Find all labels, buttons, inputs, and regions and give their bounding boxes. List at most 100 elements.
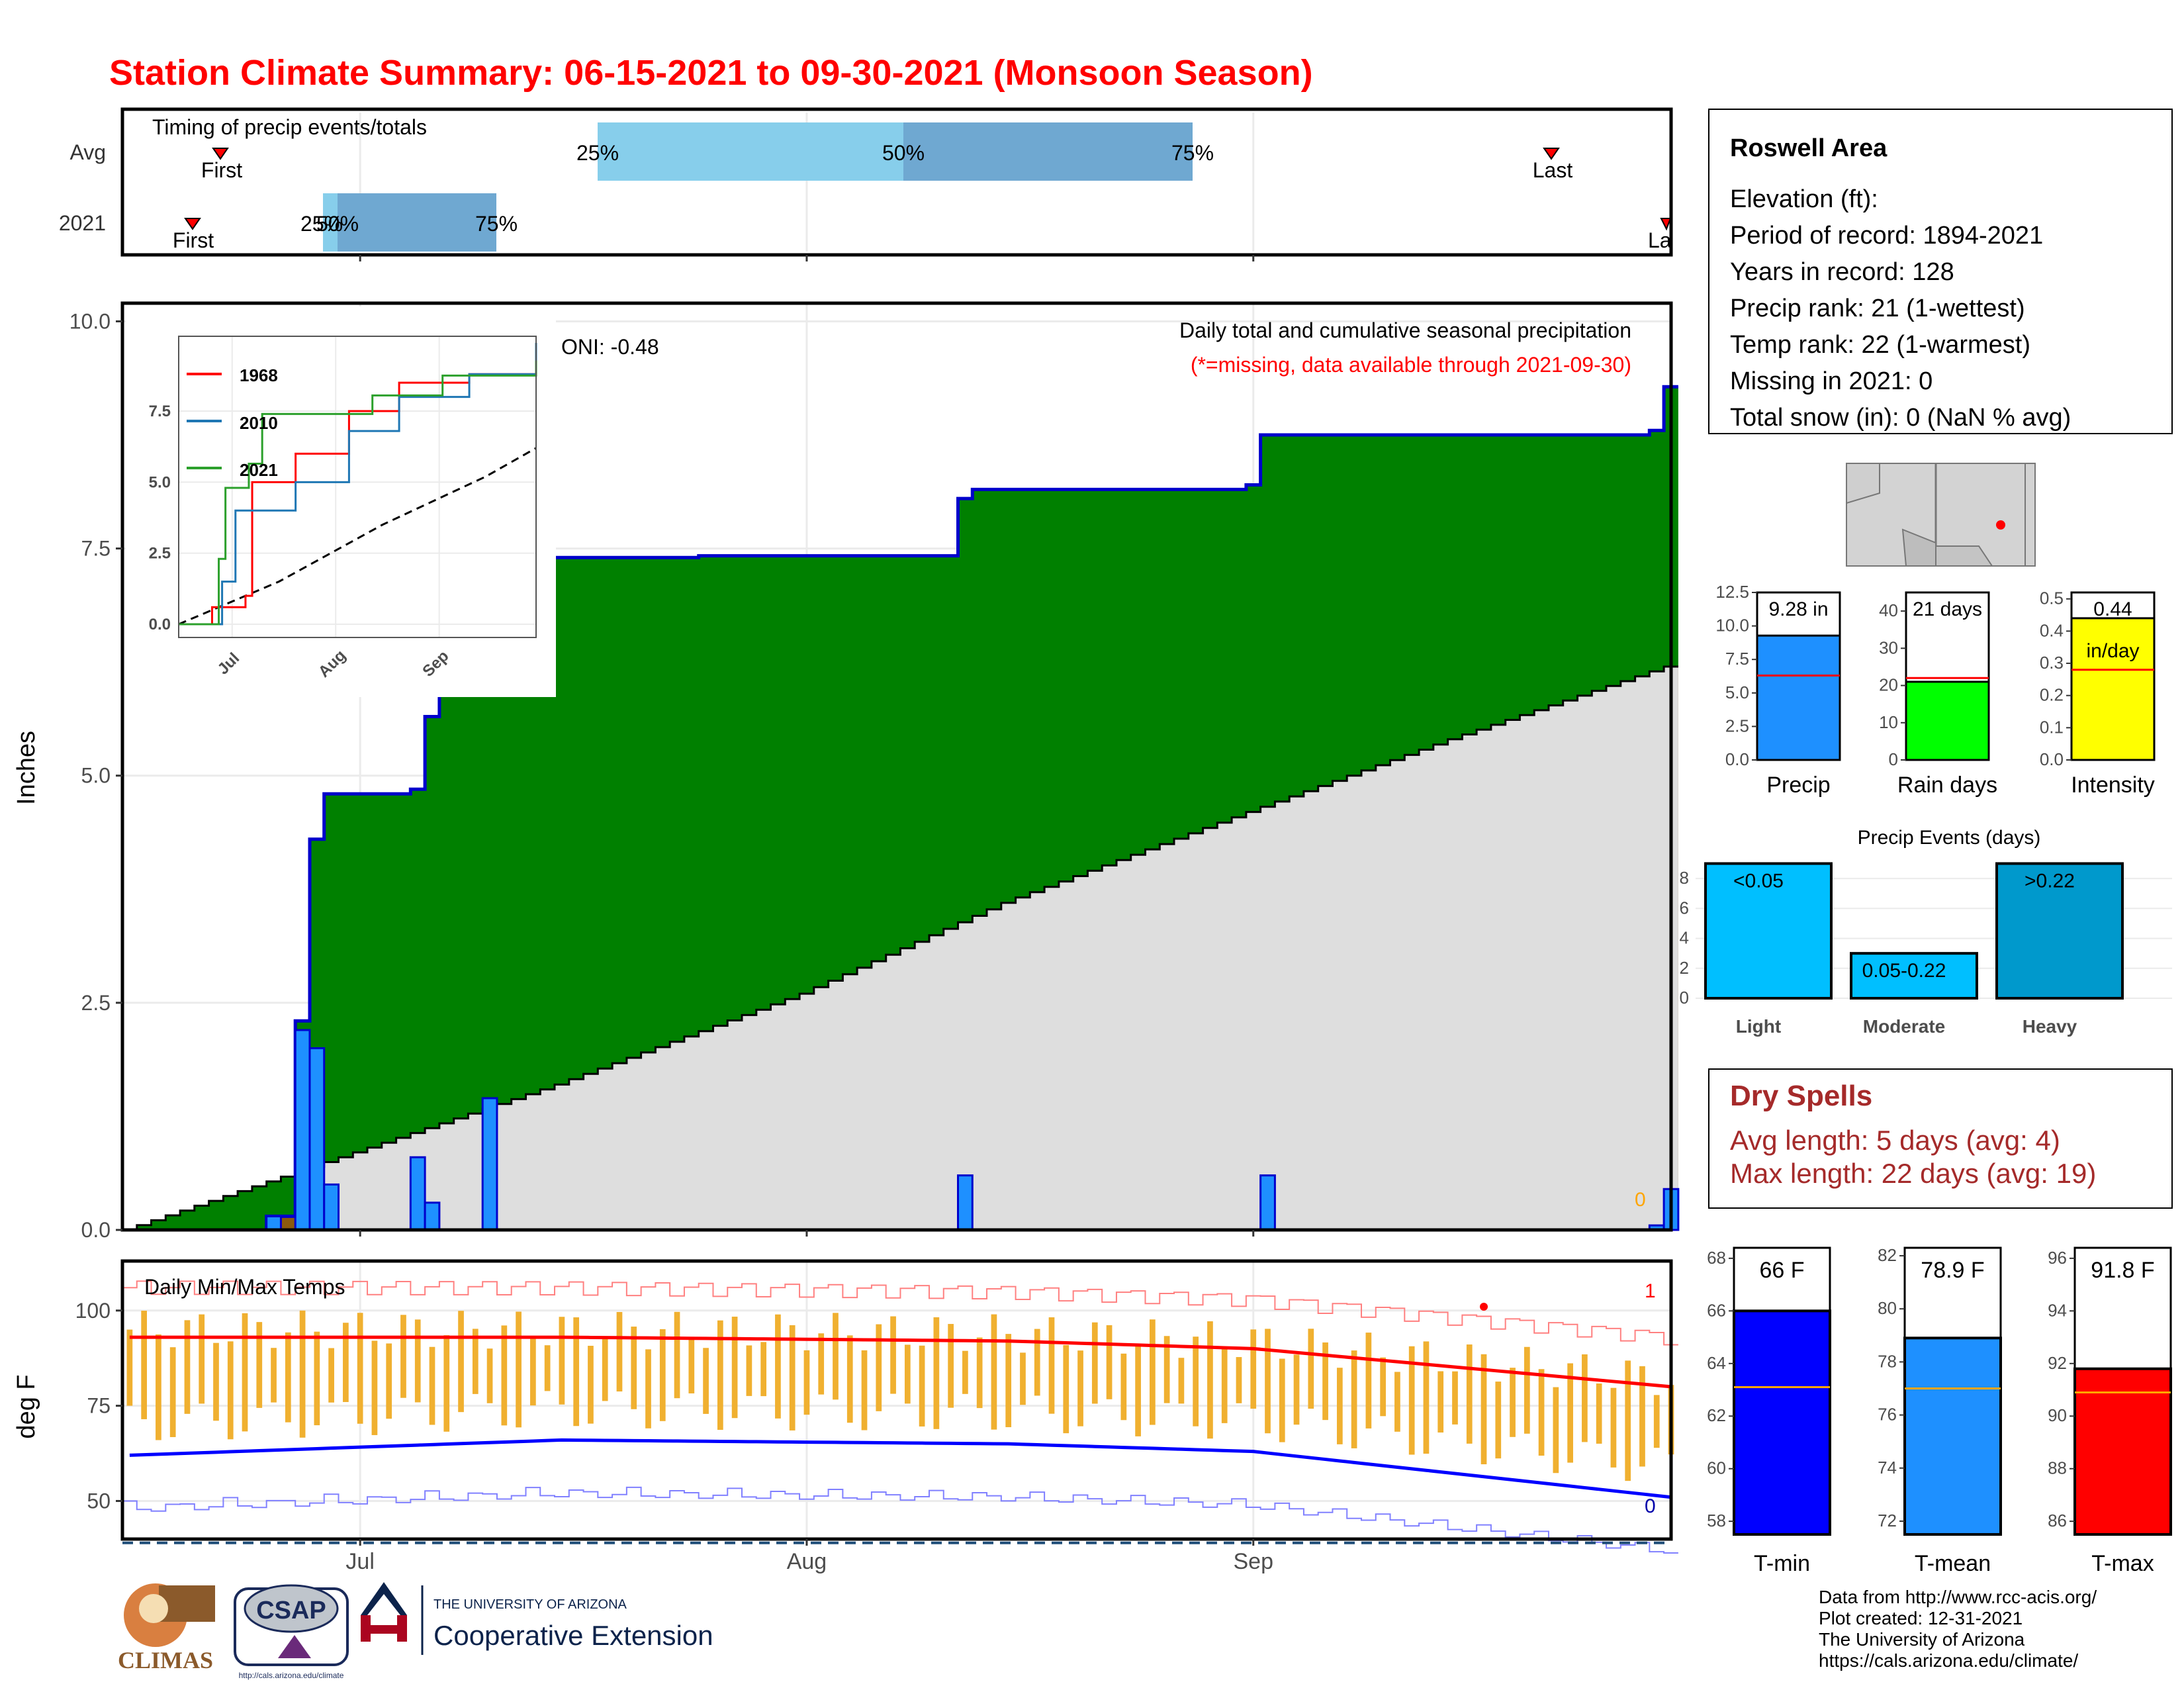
gauge-tick-label: 12.5 [1715, 582, 1749, 602]
timing-2021-first: First [173, 228, 214, 252]
temp-y-tick-label: 75 [87, 1394, 111, 1418]
credit-line-3: https://cals.arizona.edu/climate/ [1819, 1650, 2078, 1671]
daily-temp-range [156, 1334, 161, 1440]
temp-gauge-tick-label: 78 [1878, 1351, 1897, 1371]
page-title: Station Climate Summary: 06-15-2021 to 0… [109, 53, 1313, 93]
daily-temp-range [1394, 1372, 1400, 1432]
daily-temp-range [1091, 1322, 1098, 1404]
daily-temp-range [962, 1350, 968, 1394]
daily-temp-range [1236, 1357, 1242, 1403]
gauge-tick-label: 7.5 [1725, 649, 1749, 669]
normal-tmin-line [129, 1438, 1672, 1499]
daily-temp-range [1279, 1358, 1285, 1442]
daily-precip-bar [957, 1174, 974, 1231]
daily-temp-range [1437, 1371, 1444, 1433]
daily-precip-bar [481, 1097, 498, 1231]
events-bar [1704, 862, 1833, 1000]
daily-temp-range [559, 1317, 565, 1405]
daily-temp-range [1250, 1329, 1257, 1409]
daily-temp-range [1610, 1387, 1617, 1468]
timing-avg-first-marker [212, 148, 229, 160]
locator-map [1846, 463, 2036, 567]
y-tick-label: 0.0 [81, 1218, 111, 1242]
daily-temp-range [544, 1345, 551, 1391]
csap-logo-text: CSAP [256, 1597, 326, 1624]
y-tick-label: 5.0 [81, 764, 111, 788]
daily-temp-range [299, 1310, 306, 1438]
daily-temp-range [1639, 1366, 1645, 1467]
gauge-tick-label: 0.4 [2040, 620, 2064, 640]
daily-temp-range [1178, 1358, 1185, 1404]
daily-temp-range [890, 1316, 896, 1394]
dry-spells-box: Dry Spells Avg length: 5 days (avg: 4) M… [1708, 1068, 2173, 1209]
timing-2021-last-marker [1660, 218, 1672, 231]
daily-temp-range [271, 1348, 277, 1403]
dry-spells-max: Max length: 22 days (avg: 19) [1730, 1158, 2096, 1189]
daily-temp-range [1452, 1371, 1458, 1425]
dry-spells-avg: Avg length: 5 days (avg: 4) [1730, 1125, 2060, 1156]
events-bar [1850, 952, 1978, 1000]
gauge-tick-label: 10.0 [1715, 616, 1749, 635]
gauge-tick-label: 0 [1889, 749, 1898, 769]
timing-avg-p75: 75% [1171, 141, 1214, 165]
daily-temp-range [1582, 1354, 1588, 1442]
daily-temp-range [1193, 1336, 1199, 1427]
temp-gauge-tick-label: 96 [2048, 1248, 2067, 1268]
daily-temp-range [703, 1348, 709, 1414]
daily-temp-range [1063, 1344, 1069, 1434]
temp-gauge-tick-label: 88 [2048, 1458, 2067, 1478]
events-tick-label: 8 [1680, 868, 1689, 888]
dry-spells-title: Dry Spells [1730, 1080, 1872, 1112]
daily-temp-range [1120, 1353, 1127, 1421]
record-high-marker [1480, 1303, 1488, 1311]
daily-temp-range [919, 1345, 925, 1427]
daily-temp-range [976, 1337, 983, 1409]
normal-cumulative-line [122, 665, 1678, 1231]
daily-precip-bar [294, 1029, 311, 1231]
inset-legend-2021: 2021 [240, 460, 278, 480]
daily-temp-range [285, 1332, 291, 1423]
temp-gauge-tick-label: 90 [2048, 1405, 2067, 1425]
daily-temp-range [141, 1311, 148, 1419]
record-high-count: 1 [1645, 1280, 1656, 1302]
temp-gauge-bar [1903, 1336, 2002, 1536]
timing-2021-50-75-bar [338, 193, 496, 252]
temp-gauge-tick-label: 86 [2048, 1511, 2067, 1530]
timing-avg-p50: 50% [882, 141, 925, 165]
daily-temp-range [1538, 1369, 1545, 1456]
daily-temp-range [1265, 1329, 1271, 1434]
daily-temp-range [1336, 1368, 1343, 1444]
inset-y-tick-label: 2.5 [149, 545, 171, 563]
daily-temp-range [227, 1341, 234, 1440]
events-category-label: Light [1736, 1016, 1781, 1037]
daily-temp-range [1077, 1350, 1083, 1427]
timing-label: Timing of precip events/totals [152, 115, 427, 139]
record-low-line [122, 1486, 1678, 1554]
gauge-tick-label: 0.0 [2040, 749, 2064, 769]
daily-temp-range [1163, 1336, 1170, 1403]
gauge-tick-label: 0.3 [2040, 653, 2064, 673]
temp-gauge-label: T-min [1754, 1551, 1810, 1576]
gauge-bar [1756, 634, 1841, 761]
timing-2021-p50: 50% [316, 212, 359, 236]
station-info-box: Roswell Area Elevation (ft): Period of r… [1708, 109, 2173, 434]
temp-gauge-value-label: 91.8 F [2091, 1258, 2154, 1283]
daily-temp-range [789, 1325, 796, 1430]
daily-temp-range [616, 1311, 623, 1392]
daily-temp-range [933, 1317, 940, 1429]
info-line-0: Elevation (ft): [1730, 185, 1878, 213]
climas-logo-text: CLIMAS [118, 1647, 213, 1673]
daily-temp-range [631, 1327, 637, 1409]
temp-gauge-tick-label: 94 [2048, 1300, 2067, 1320]
gauge-tick-label: 0.5 [2040, 588, 2064, 608]
precip-annotation-title: Daily total and cumulative seasonal prec… [1179, 318, 1631, 342]
missing-count: 0 [1635, 1189, 1646, 1211]
temp-gauge-bar [1733, 1309, 1831, 1536]
oni-value: ONI: -0.48 [561, 335, 659, 359]
daily-temp-range [1020, 1352, 1026, 1405]
daily-temp-range [458, 1311, 464, 1413]
timing-avg-last-marker [1543, 148, 1560, 160]
inset-legend-2010: 2010 [240, 413, 278, 433]
daily-temp-range [1135, 1344, 1141, 1436]
inset-y-tick-label: 5.0 [149, 473, 171, 491]
